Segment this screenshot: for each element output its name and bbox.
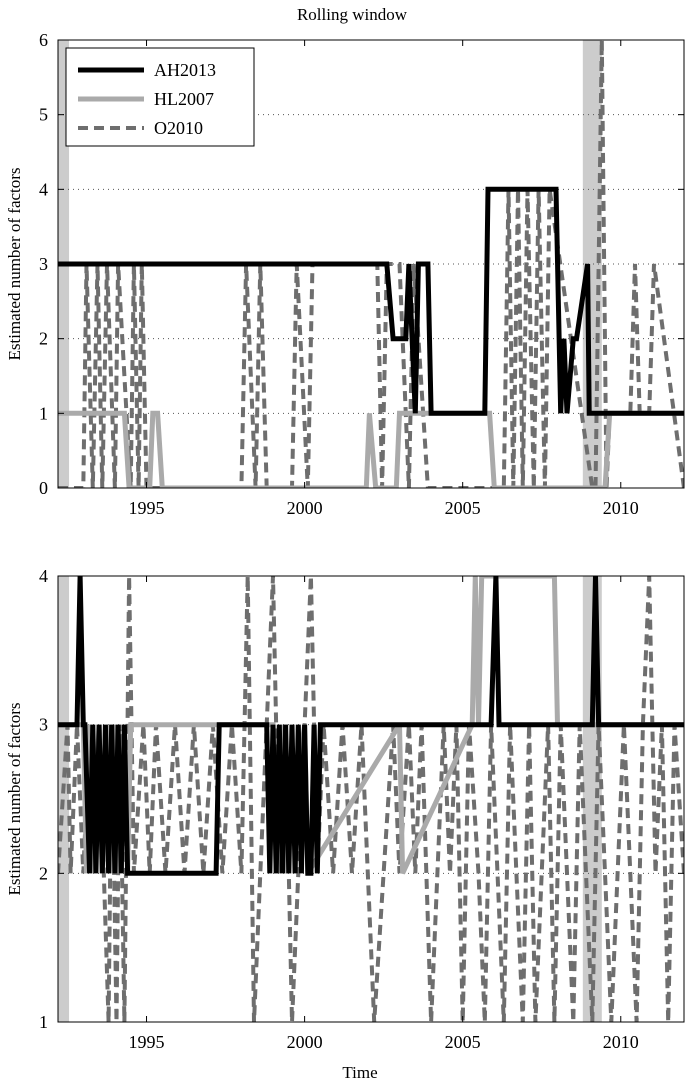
y-tick-label: 6 — [39, 30, 48, 50]
y-tick-label: 1 — [39, 1012, 48, 1032]
legend-label-ah2013: AH2013 — [154, 60, 216, 80]
y-tick-label: 4 — [39, 566, 48, 586]
legend-label-hl2007: HL2007 — [154, 89, 214, 109]
top-plot: 0 1 2 3 4 5 6 1995 2000 2005 2010 Estimated number … — [5, 30, 685, 518]
x-tick-label: 2005 — [445, 1032, 481, 1052]
x-axis-label: Time — [342, 1063, 377, 1082]
y-tick-label: 2 — [39, 863, 48, 883]
series-line-ah2013 — [58, 186, 684, 416]
y-tick-label: 4 — [39, 179, 48, 199]
x-tick-label: 2010 — [603, 498, 639, 518]
x-tick-label: 2010 — [603, 1032, 639, 1052]
x-tick-label: 2000 — [287, 498, 323, 518]
x-tick-label: 1995 — [129, 498, 165, 518]
y-tick-label: 3 — [39, 715, 48, 735]
x-tick-label: 2000 — [287, 1032, 323, 1052]
y-axis-label: Estimated number of factors — [5, 702, 24, 895]
series-line-hl2007 — [58, 410, 684, 488]
bottom-plot: 1 2 3 4 1995 2000 2005 2010 Estimated number of … — [5, 566, 685, 1052]
y-tick-label: 3 — [39, 254, 48, 274]
legend-label-o2010: O2010 — [154, 118, 203, 138]
y-axis-label: Estimated number of factors — [5, 167, 24, 360]
legend: AH2013 HL2007 O2010 — [65, 47, 255, 147]
y-tick-label: 2 — [39, 329, 48, 349]
x-tick-label: 1995 — [129, 1032, 165, 1052]
series-line-ah2013 — [58, 576, 684, 876]
shaded-period-0 — [58, 576, 70, 1022]
y-tick-label: 0 — [39, 478, 48, 498]
x-tick-label: 2005 — [445, 498, 481, 518]
axes-box — [57, 575, 685, 1023]
y-tick-label: 1 — [39, 403, 48, 423]
chart-title: Rolling window — [297, 5, 408, 24]
series-line-o2010 — [58, 576, 684, 1022]
y-tick-label: 5 — [39, 105, 48, 125]
